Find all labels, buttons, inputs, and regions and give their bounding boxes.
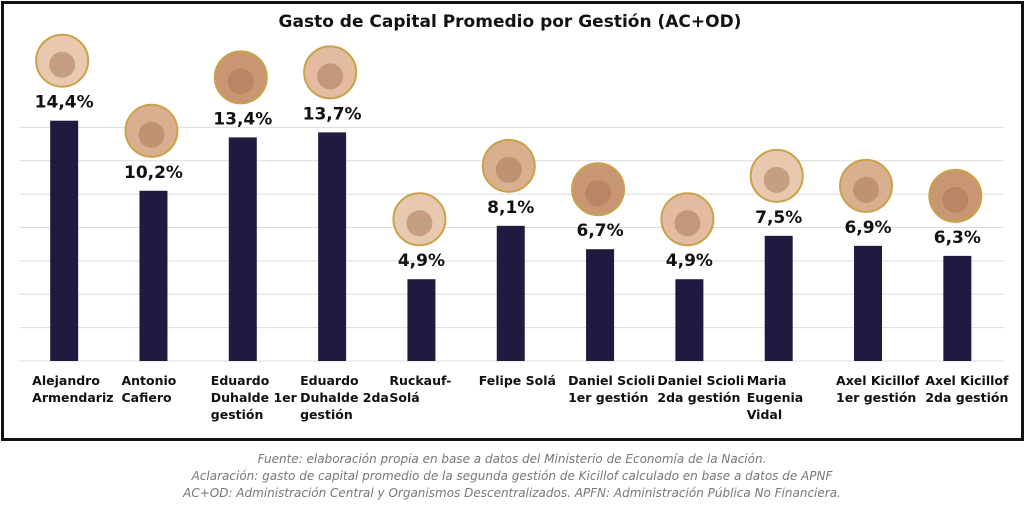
portrait-face bbox=[138, 121, 165, 148]
x-tick-label: Axel Kicillof 2da gestión bbox=[925, 373, 1009, 405]
value-label: 14,4% bbox=[35, 93, 94, 113]
bar bbox=[407, 279, 436, 361]
portrait-face bbox=[585, 180, 612, 207]
bar bbox=[496, 225, 525, 361]
x-tick-label: Antonio Cafiero bbox=[121, 373, 177, 405]
bar bbox=[854, 245, 883, 361]
value-label: 6,9% bbox=[844, 218, 891, 238]
bar bbox=[675, 279, 704, 361]
value-label: 13,7% bbox=[303, 104, 362, 124]
x-tick-label: Felipe Solá bbox=[478, 373, 556, 388]
bar bbox=[586, 249, 615, 361]
bar bbox=[318, 132, 347, 361]
value-label: 7,5% bbox=[755, 208, 802, 228]
value-label: 4,9% bbox=[398, 251, 445, 271]
x-tick-label: Alejandro Armendariz bbox=[32, 373, 114, 405]
value-label: 13,4% bbox=[213, 109, 272, 129]
x-tick-label: Eduardo Duhalde 2da gestión bbox=[300, 373, 389, 422]
value-label: 4,9% bbox=[666, 251, 713, 271]
x-tick-label: Daniel Scioli 1er gestión bbox=[568, 373, 656, 405]
chart: Gasto de Capital Promedio por Gestión (A… bbox=[19, 12, 1004, 362]
portrait-face bbox=[406, 210, 433, 237]
value-label: 10,2% bbox=[124, 163, 183, 183]
bar bbox=[764, 235, 793, 361]
portrait-face bbox=[49, 51, 76, 78]
bar bbox=[50, 120, 79, 361]
chart-frame bbox=[1, 1, 1024, 441]
bar bbox=[943, 255, 972, 361]
note-line: Aclaración: gasto de capital promedio de… bbox=[191, 469, 833, 483]
x-tick-label: Axel Kicillof 1er gestión bbox=[836, 373, 920, 405]
portrait-face bbox=[942, 186, 969, 213]
note-line: Fuente: elaboración propia en base a dat… bbox=[257, 452, 767, 466]
x-tick-label: Ruckauf-Solá bbox=[389, 373, 452, 405]
note-line: AC+OD: Administración Central y Organism… bbox=[183, 486, 841, 500]
chart-title: Gasto de Capital Promedio por Gestión (A… bbox=[279, 12, 742, 32]
bar bbox=[228, 137, 257, 361]
notes: Fuente: elaboración propia en base a dat… bbox=[0, 451, 1024, 502]
portrait-face bbox=[495, 156, 522, 183]
value-label: 8,1% bbox=[487, 198, 534, 218]
portrait-face bbox=[674, 210, 701, 237]
value-label: 6,3% bbox=[934, 228, 981, 248]
value-label: 6,7% bbox=[576, 221, 623, 241]
portrait-face bbox=[853, 176, 880, 203]
portrait-face bbox=[227, 68, 254, 95]
portrait-face bbox=[317, 63, 344, 90]
x-tick-label: Maria Eugenia Vidal bbox=[746, 373, 804, 422]
portrait-face bbox=[763, 166, 790, 193]
x-tick-label: Daniel Scioli 2da gestión bbox=[657, 373, 745, 405]
bar bbox=[139, 190, 168, 361]
x-tick-label: Eduardo Duhalde 1er gestión bbox=[210, 373, 297, 422]
